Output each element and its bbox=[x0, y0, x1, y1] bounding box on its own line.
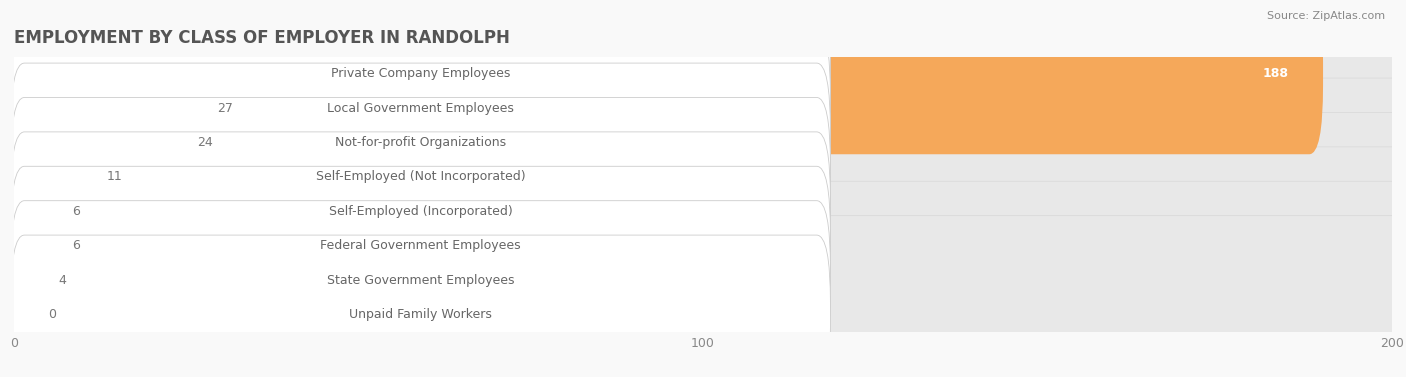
FancyBboxPatch shape bbox=[11, 235, 831, 377]
Text: 0: 0 bbox=[48, 308, 56, 321]
FancyBboxPatch shape bbox=[0, 0, 1406, 173]
Bar bbox=[14, 194, 1392, 228]
FancyBboxPatch shape bbox=[0, 216, 1406, 377]
Text: 188: 188 bbox=[1263, 67, 1289, 80]
Text: EMPLOYMENT BY CLASS OF EMPLOYER IN RANDOLPH: EMPLOYMENT BY CLASS OF EMPLOYER IN RANDO… bbox=[14, 29, 510, 47]
Text: 24: 24 bbox=[197, 136, 212, 149]
Text: Self-Employed (Not Incorporated): Self-Employed (Not Incorporated) bbox=[316, 170, 526, 184]
Text: Not-for-profit Organizations: Not-for-profit Organizations bbox=[335, 136, 506, 149]
FancyBboxPatch shape bbox=[0, 181, 1406, 377]
FancyBboxPatch shape bbox=[0, 9, 1406, 207]
Text: 11: 11 bbox=[107, 170, 122, 184]
FancyBboxPatch shape bbox=[11, 29, 831, 188]
FancyBboxPatch shape bbox=[0, 44, 1406, 241]
Text: Local Government Employees: Local Government Employees bbox=[328, 102, 515, 115]
Text: Federal Government Employees: Federal Government Employees bbox=[321, 239, 520, 252]
Text: Private Company Employees: Private Company Employees bbox=[330, 67, 510, 80]
Bar bbox=[14, 57, 1392, 91]
FancyBboxPatch shape bbox=[11, 132, 831, 291]
Bar bbox=[14, 263, 1392, 297]
Bar bbox=[14, 126, 1392, 160]
Bar bbox=[14, 297, 1392, 332]
Text: Unpaid Family Workers: Unpaid Family Workers bbox=[349, 308, 492, 321]
FancyBboxPatch shape bbox=[0, 147, 1406, 345]
FancyBboxPatch shape bbox=[11, 63, 831, 222]
FancyBboxPatch shape bbox=[0, 0, 1323, 154]
Bar bbox=[14, 228, 1392, 263]
Text: 6: 6 bbox=[73, 239, 80, 252]
FancyBboxPatch shape bbox=[0, 62, 193, 223]
FancyBboxPatch shape bbox=[0, 78, 1406, 276]
FancyBboxPatch shape bbox=[0, 112, 1406, 310]
FancyBboxPatch shape bbox=[0, 165, 69, 326]
FancyBboxPatch shape bbox=[0, 131, 69, 292]
Text: State Government Employees: State Government Employees bbox=[326, 274, 515, 287]
Text: Self-Employed (Incorporated): Self-Employed (Incorporated) bbox=[329, 205, 512, 218]
FancyBboxPatch shape bbox=[0, 28, 214, 188]
FancyBboxPatch shape bbox=[4, 251, 45, 377]
FancyBboxPatch shape bbox=[11, 98, 831, 256]
FancyBboxPatch shape bbox=[0, 97, 104, 257]
Text: 6: 6 bbox=[73, 205, 80, 218]
Bar bbox=[14, 160, 1392, 194]
Text: 27: 27 bbox=[218, 102, 233, 115]
FancyBboxPatch shape bbox=[11, 166, 831, 325]
Text: Source: ZipAtlas.com: Source: ZipAtlas.com bbox=[1267, 11, 1385, 21]
FancyBboxPatch shape bbox=[11, 0, 831, 153]
FancyBboxPatch shape bbox=[11, 201, 831, 360]
FancyBboxPatch shape bbox=[0, 200, 55, 361]
Bar bbox=[14, 91, 1392, 126]
Text: 4: 4 bbox=[59, 274, 66, 287]
